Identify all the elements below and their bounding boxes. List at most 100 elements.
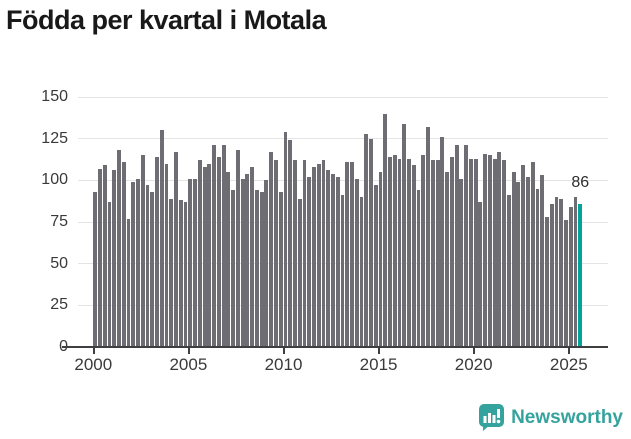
bar	[416, 190, 421, 347]
x-axis-tick-label: 2000	[74, 355, 113, 374]
bar	[487, 155, 492, 347]
bar	[159, 130, 164, 347]
y-axis-tick-label: 25	[50, 296, 68, 314]
x-axis-line	[62, 346, 608, 348]
x-axis-tick-label: 2005	[169, 355, 208, 374]
bar	[449, 157, 454, 347]
bar	[345, 162, 350, 347]
x-axis-tick-label: 2025	[549, 355, 588, 374]
y-axis-tick-label: 125	[41, 129, 68, 147]
bar	[545, 217, 549, 347]
bar	[411, 165, 416, 347]
bar	[302, 160, 307, 347]
bar	[126, 218, 131, 347]
bar	[506, 195, 511, 347]
y-axis-tick-label: 100	[41, 171, 68, 189]
bar	[145, 185, 150, 347]
bar	[516, 182, 521, 347]
bar	[112, 170, 117, 347]
bar	[359, 197, 364, 347]
bar	[454, 145, 459, 347]
bar	[397, 158, 402, 347]
y-axis-tick-label: 50	[50, 254, 68, 272]
bar	[373, 185, 378, 347]
bar	[378, 172, 383, 347]
bar	[407, 158, 411, 347]
y-axis-tick-label: 75	[50, 213, 68, 230]
bar	[483, 153, 488, 347]
bar	[216, 157, 221, 347]
bar	[326, 170, 331, 347]
bar	[321, 160, 326, 347]
bar	[421, 155, 426, 347]
gridline	[78, 138, 608, 140]
bar	[140, 155, 145, 347]
bar	[278, 192, 283, 347]
bar	[573, 197, 578, 347]
x-axis-tick	[378, 348, 381, 354]
bar	[264, 180, 269, 347]
bar	[288, 140, 293, 347]
bar	[193, 178, 197, 347]
bar	[240, 178, 245, 347]
newsworthy-logo[interactable]: Newsworthy	[479, 404, 623, 431]
newsworthy-logo-text: Newsworthy	[511, 406, 623, 428]
bar	[174, 152, 178, 347]
bar	[183, 202, 188, 347]
bar	[392, 155, 397, 347]
highlighted-bar	[578, 203, 583, 347]
bar	[226, 172, 231, 347]
bar	[202, 167, 207, 347]
x-axis-tick	[283, 348, 285, 354]
bar	[473, 158, 478, 347]
bar	[554, 197, 559, 347]
bar	[464, 145, 469, 347]
x-axis-tick	[568, 348, 571, 354]
bar	[164, 163, 169, 347]
bar	[197, 160, 202, 347]
bar	[492, 158, 497, 347]
y-axis-tick-label: 0	[18, 338, 68, 356]
x-axis-tick-label: 2015	[359, 355, 398, 374]
bar	[445, 172, 449, 347]
bar	[540, 175, 545, 347]
bar	[131, 182, 136, 347]
bar	[269, 152, 274, 347]
bar	[350, 162, 354, 347]
bar	[221, 145, 226, 347]
bar	[331, 173, 335, 347]
bar	[117, 150, 121, 347]
bar	[307, 177, 312, 347]
bar	[364, 133, 369, 347]
bar	[440, 137, 445, 347]
bar	[297, 198, 302, 347]
x-axis-tick	[473, 348, 476, 354]
bar	[402, 123, 407, 347]
bar	[468, 158, 473, 347]
bar	[312, 167, 316, 347]
bar	[549, 203, 554, 347]
x-axis-tick-label: 2010	[264, 355, 303, 374]
bar	[430, 160, 435, 347]
bar	[564, 220, 568, 347]
gridline	[78, 179, 608, 181]
bar	[273, 160, 278, 347]
bar	[568, 207, 573, 347]
bar	[435, 160, 440, 347]
bar	[526, 177, 530, 347]
bar	[107, 202, 112, 347]
bar	[245, 173, 250, 347]
bar	[502, 160, 507, 347]
bar	[93, 192, 98, 347]
bar	[316, 163, 321, 347]
bar	[207, 163, 212, 347]
bar	[98, 168, 102, 347]
gridline	[78, 96, 608, 98]
bar	[231, 190, 236, 347]
bar	[169, 198, 174, 347]
bar	[335, 177, 340, 347]
bar	[235, 150, 240, 347]
bar	[388, 157, 392, 347]
bar	[121, 162, 126, 347]
